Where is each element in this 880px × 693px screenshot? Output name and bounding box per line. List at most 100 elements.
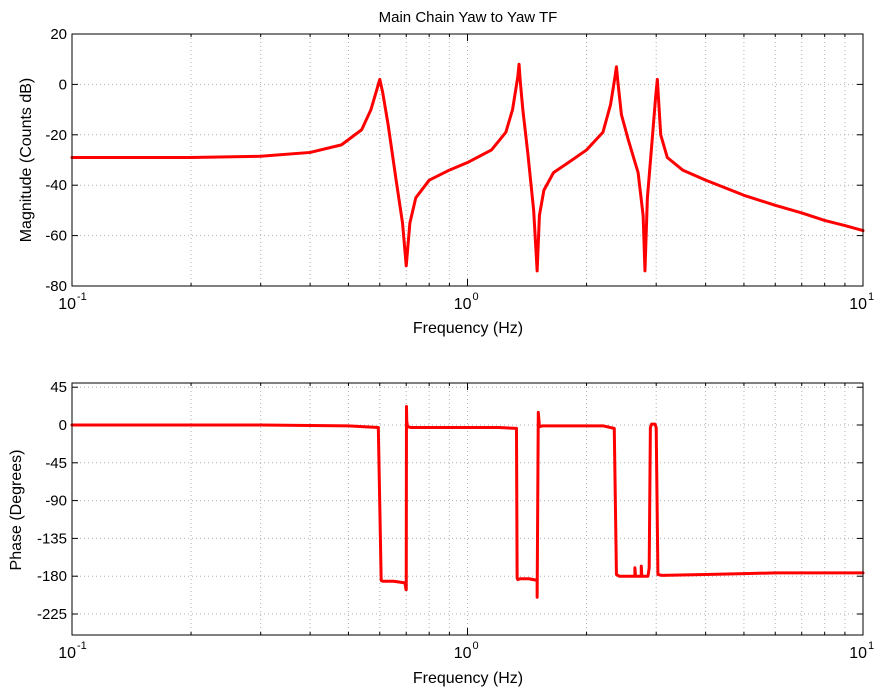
phase-data-point: [618, 575, 620, 577]
phase-x-tick-exponent: 1: [868, 640, 874, 652]
mag-y-tick-label: -80: [45, 278, 67, 295]
mag-data-point: [543, 189, 545, 191]
phase-data-point: [801, 572, 803, 574]
mag-data-point: [602, 131, 604, 133]
mag-x-tick-exponent: -1: [77, 291, 87, 303]
phase-data-point: [705, 573, 707, 576]
mag-data-point: [666, 156, 668, 159]
phase-y-axis-label: Phase (Degrees): [8, 450, 25, 571]
phase-data-point: [536, 596, 538, 598]
mag-x-tick-exponent: 1: [868, 291, 874, 303]
phase-data-point: [631, 575, 633, 577]
phase-data-point: [657, 573, 659, 576]
mag-data-point: [405, 265, 407, 267]
mag-x-tick-exponent: 0: [473, 291, 479, 303]
phase-data-point: [650, 423, 653, 425]
magnitude-x-axis-label: Frequency (Hz): [413, 320, 523, 337]
mag-x-tick-label: 10 1: [849, 291, 874, 313]
phase-y-tick-label: -90: [45, 493, 67, 510]
mag-data-point: [490, 149, 493, 151]
phase-x-tick-exponent: -1: [77, 640, 87, 652]
phase-data-point: [637, 575, 639, 577]
phase-y-tick-label: -45: [45, 455, 67, 472]
phase-data-point: [517, 578, 519, 581]
mag-data-point: [340, 144, 343, 146]
mag-data-point: [585, 149, 588, 151]
mag-data-point: [382, 91, 384, 93]
phase-data-point: [428, 426, 430, 429]
mag-data-point: [617, 81, 619, 83]
mag-data-point: [511, 109, 514, 111]
phase-y-tick-label: -135: [37, 530, 67, 547]
mag-series-line: [70, 62, 865, 273]
phase-series: [70, 405, 865, 599]
phase-data-point: [649, 426, 651, 429]
phase-data-point: [406, 420, 408, 422]
mag-data-point: [260, 155, 262, 157]
phase-data-point: [519, 578, 521, 580]
phase-data-point: [542, 425, 544, 427]
phase-x-tick-label: 10 1: [849, 640, 874, 662]
phase-data-point: [634, 567, 636, 569]
phase-data-point: [382, 580, 384, 582]
phase-x-tick-label: 10 0: [454, 640, 479, 662]
mag-data-point: [620, 114, 623, 116]
phase-data-point: [410, 426, 412, 429]
mag-data-point: [415, 197, 417, 199]
mag-data-point: [682, 169, 684, 171]
mag-data-point: [409, 222, 411, 224]
phase-y-ticks: 45 0 -45 -90 -135 -180 -225: [37, 379, 863, 623]
mag-data-point: [646, 197, 648, 199]
phase-data-point: [624, 575, 626, 577]
phase-data-point: [498, 426, 500, 429]
mag-data-point: [642, 214, 644, 217]
phase-data-point: [647, 575, 649, 577]
phase-data-point: [377, 426, 379, 429]
mag-x-tick-base: 10: [58, 296, 76, 313]
mag-data-point: [637, 172, 639, 174]
mag-y-tick-label: -60: [45, 228, 67, 245]
mag-x-tick-base: 10: [454, 296, 472, 313]
phase-data-point: [648, 567, 650, 569]
magnitude-y-axis-label: Magnitude (Counts dB): [18, 78, 35, 243]
phase-data-point: [655, 426, 657, 429]
phase-data-point: [260, 424, 262, 426]
mag-data-point: [466, 161, 469, 164]
phase-x-tick-base: 10: [849, 645, 867, 662]
mag-data-point: [387, 124, 389, 126]
mag-x-tick-label: 10 0: [454, 291, 479, 313]
phase-plot-area: [72, 383, 863, 635]
phase-data-point: [384, 580, 386, 582]
phase-data-point: [538, 426, 541, 428]
mag-data-point: [518, 63, 520, 65]
phase-data-point: [347, 425, 350, 427]
phase-data-point: [404, 582, 406, 584]
mag-data-point: [650, 146, 653, 148]
phase-data-point: [515, 427, 518, 429]
magnitude-plot-area: [72, 34, 863, 286]
phase-data-point: [634, 575, 637, 577]
phase-data-point: [392, 580, 395, 582]
mag-data-point: [448, 169, 450, 171]
mag-data-point: [567, 161, 570, 164]
mag-data-point: [627, 139, 629, 141]
phase-data-point: [613, 427, 615, 429]
mag-data-point: [655, 96, 657, 98]
mag-data-point: [774, 204, 776, 206]
phase-y-tick-label: -225: [37, 606, 67, 623]
mag-data-point: [522, 109, 524, 111]
magnitude-series: [70, 62, 865, 273]
mag-data-point: [527, 151, 529, 154]
phase-x-tick-base: 10: [454, 645, 472, 662]
phase-data-point: [661, 574, 663, 576]
phase-x-tick-base: 10: [58, 645, 76, 662]
phase-data-point: [405, 405, 408, 408]
phase-data-point: [615, 573, 618, 576]
mag-x-tick-label: 10 -1: [58, 291, 87, 313]
mag-data-point: [614, 76, 616, 78]
phase-data-point: [824, 572, 826, 574]
mag-data-point: [552, 172, 555, 174]
phase-data-point: [640, 565, 642, 567]
magnitude-plot: 200-20-40-60-80 10 -1 10 0 10 1 Frequency (Hz…: [18, 26, 874, 337]
chart-title: Main Chain Yaw to Yaw TF: [379, 9, 558, 26]
